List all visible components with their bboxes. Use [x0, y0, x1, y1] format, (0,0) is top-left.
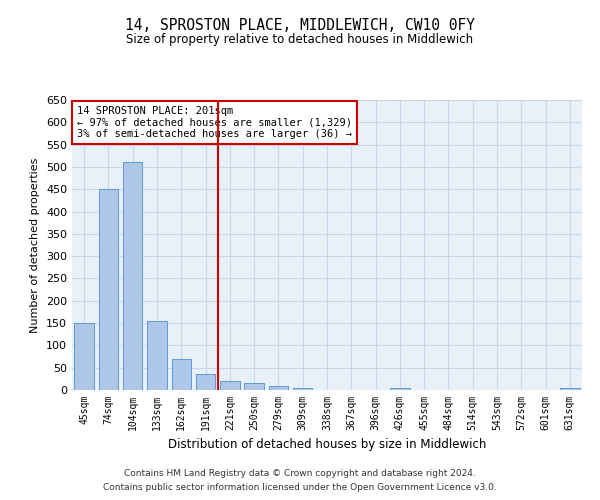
- Bar: [560, 388, 580, 390]
- Bar: [99, 189, 118, 390]
- Text: Contains public sector information licensed under the Open Government Licence v3: Contains public sector information licen…: [103, 484, 497, 492]
- Bar: [196, 374, 215, 390]
- Bar: [244, 384, 264, 390]
- X-axis label: Distribution of detached houses by size in Middlewich: Distribution of detached houses by size …: [168, 438, 486, 452]
- Text: 14 SPROSTON PLACE: 201sqm
← 97% of detached houses are smaller (1,329)
3% of sem: 14 SPROSTON PLACE: 201sqm ← 97% of detac…: [77, 106, 352, 139]
- Bar: [293, 388, 313, 390]
- Bar: [269, 386, 288, 390]
- Bar: [123, 162, 142, 390]
- Text: Contains HM Land Registry data © Crown copyright and database right 2024.: Contains HM Land Registry data © Crown c…: [124, 468, 476, 477]
- Bar: [147, 321, 167, 390]
- Bar: [172, 359, 191, 390]
- Text: 14, SPROSTON PLACE, MIDDLEWICH, CW10 0FY: 14, SPROSTON PLACE, MIDDLEWICH, CW10 0FY: [125, 18, 475, 32]
- Bar: [220, 381, 239, 390]
- Bar: [74, 323, 94, 390]
- Y-axis label: Number of detached properties: Number of detached properties: [31, 158, 40, 332]
- Text: Size of property relative to detached houses in Middlewich: Size of property relative to detached ho…: [127, 32, 473, 46]
- Bar: [390, 388, 410, 390]
